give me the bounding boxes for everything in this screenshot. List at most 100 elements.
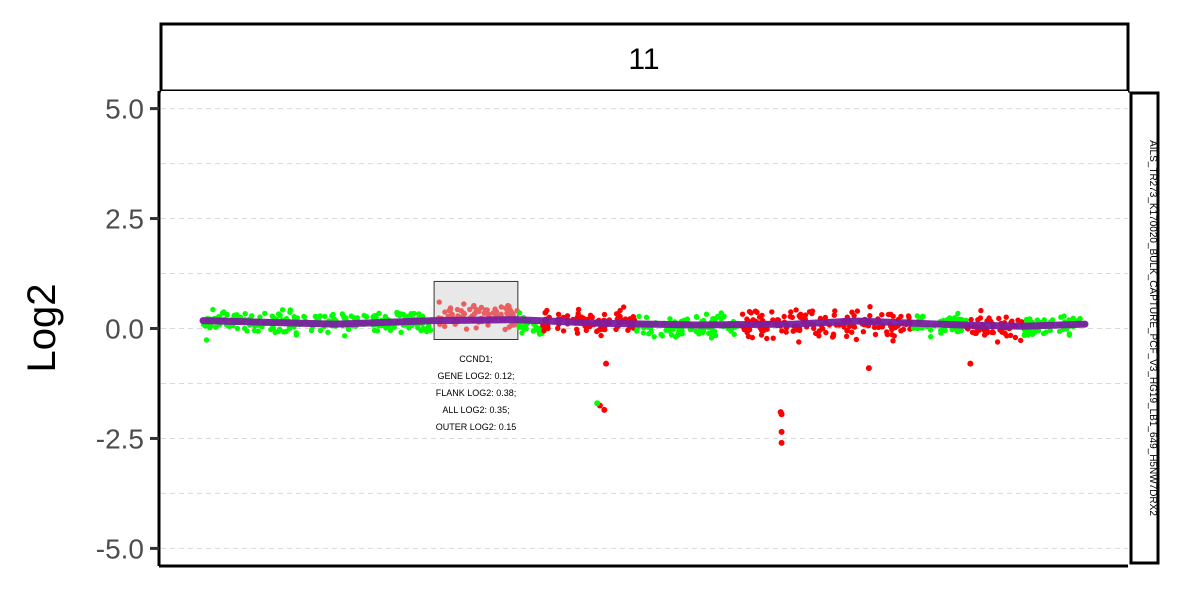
data-point	[871, 324, 878, 331]
data-point	[461, 301, 467, 307]
facet-strip	[159, 22, 1130, 93]
data-point	[270, 325, 277, 331]
data-point	[402, 313, 408, 320]
data-point	[636, 313, 642, 320]
data-point	[1058, 314, 1064, 320]
data-point	[867, 313, 873, 319]
data-point	[485, 322, 491, 328]
data-point	[387, 327, 394, 333]
data-point	[1012, 334, 1019, 341]
data-point	[851, 323, 857, 330]
data-point	[241, 325, 248, 332]
data-point	[920, 313, 926, 320]
y-axis: 5.0 2.5 0.0 -2.5 -5.0	[96, 94, 159, 564]
data-point	[507, 307, 513, 313]
data-point	[843, 333, 850, 339]
data-point	[416, 311, 422, 317]
data-point	[287, 307, 294, 313]
data-point	[990, 329, 996, 336]
data-point	[844, 328, 850, 334]
data-point	[676, 328, 682, 334]
data-point	[1027, 317, 1033, 323]
data-point	[796, 313, 802, 319]
data-point	[506, 324, 512, 330]
data-point	[822, 314, 829, 321]
data-point	[1018, 337, 1024, 344]
data-point	[340, 312, 346, 319]
outlier-point	[967, 360, 974, 367]
data-point	[889, 331, 895, 338]
data-point	[502, 326, 508, 333]
outlier-point	[594, 400, 601, 407]
annotation-line: ALL LOG2: 0.35;	[442, 405, 509, 415]
data-point	[667, 316, 673, 322]
data-point	[613, 326, 619, 333]
data-point	[769, 309, 775, 315]
data-point	[213, 324, 219, 330]
data-point	[890, 338, 896, 344]
data-point	[543, 323, 549, 330]
data-point	[317, 327, 324, 334]
data-point	[860, 329, 867, 335]
data-point	[308, 327, 315, 334]
data-point	[293, 330, 299, 336]
data-point	[816, 333, 822, 339]
data-point	[467, 306, 473, 313]
segment-mean-line	[199, 316, 1089, 330]
annotation-line: FLANK LOG2: 0.38;	[436, 388, 517, 398]
data-point	[764, 335, 770, 342]
annotation-line: GENE LOG2: 0.12;	[437, 371, 514, 381]
data-point	[854, 308, 861, 314]
data-point	[974, 328, 980, 334]
data-point	[398, 311, 404, 317]
data-point	[541, 328, 547, 334]
data-point	[301, 314, 308, 320]
data-point	[1035, 328, 1042, 334]
data-point	[849, 329, 855, 335]
data-point	[910, 325, 917, 331]
data-point	[779, 328, 785, 334]
y-tick-label: 0.0	[105, 314, 144, 345]
data-point	[617, 307, 623, 314]
data-point	[788, 309, 794, 315]
data-point	[954, 328, 960, 335]
data-point	[712, 332, 719, 339]
data-point	[802, 315, 808, 321]
data-point	[317, 313, 323, 319]
data-point	[234, 325, 241, 332]
data-point	[831, 312, 837, 318]
data-point	[598, 332, 604, 339]
data-point	[984, 327, 990, 334]
data-point	[744, 329, 750, 336]
data-point	[542, 310, 548, 316]
data-point	[589, 314, 595, 320]
y-tick-label: -5.0	[96, 533, 144, 564]
data-point	[277, 312, 283, 318]
data-point	[348, 313, 354, 319]
data-point	[601, 311, 608, 318]
data-point	[981, 332, 988, 338]
data-point	[476, 308, 482, 315]
data-point	[279, 307, 286, 313]
outlier-point	[603, 360, 610, 367]
data-point	[420, 325, 426, 332]
data-point	[376, 310, 382, 316]
data-point	[519, 330, 525, 336]
data-point	[796, 339, 802, 345]
data-point	[996, 315, 1002, 322]
data-point	[781, 313, 787, 320]
data-point	[694, 314, 700, 320]
data-point	[849, 309, 855, 315]
data-point	[668, 332, 675, 338]
data-point	[758, 332, 765, 338]
data-point	[889, 326, 895, 333]
data-point	[242, 311, 248, 317]
data-point	[442, 309, 448, 315]
data-point	[210, 306, 216, 313]
data-point	[721, 313, 727, 320]
data-point	[498, 304, 504, 310]
data-point	[914, 313, 920, 319]
data-point	[312, 313, 319, 320]
data-point	[783, 329, 789, 335]
data-point	[325, 329, 331, 335]
